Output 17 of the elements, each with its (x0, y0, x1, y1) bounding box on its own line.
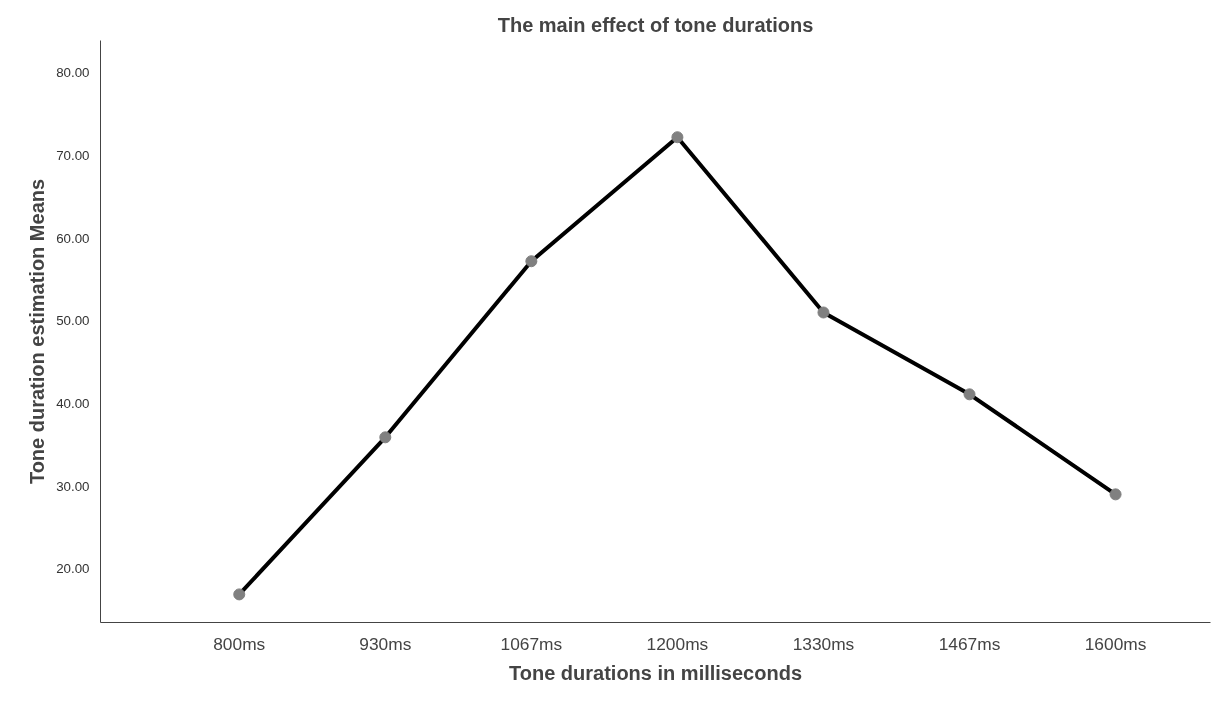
y-tick-label: 20.00 (56, 561, 90, 577)
y-tick-label: 70.00 (56, 147, 90, 163)
x-axis-title: Tone durations in milliseconds (509, 661, 802, 684)
x-tick-label: 1600ms (1084, 633, 1147, 654)
x-tick-label: 930ms (359, 633, 412, 654)
y-tick-label: 40.00 (56, 395, 90, 411)
y-tick-label: 80.00 (56, 65, 90, 81)
y-tick-label: 60.00 (56, 230, 90, 246)
x-tick-label: 1467ms (938, 633, 1001, 654)
y-tick-label: 30.00 (56, 478, 90, 494)
y-axis-title: Tone duration estimation Means (26, 178, 49, 485)
x-tick-label: 800ms (213, 633, 266, 654)
y-tick-label: 50.00 (56, 313, 90, 329)
x-tick-label: 1330ms (792, 633, 855, 654)
chart-title: The main effect of tone durations (497, 13, 814, 36)
x-tick-label: 1067ms (500, 633, 563, 654)
x-tick-label: 1200ms (646, 633, 709, 654)
